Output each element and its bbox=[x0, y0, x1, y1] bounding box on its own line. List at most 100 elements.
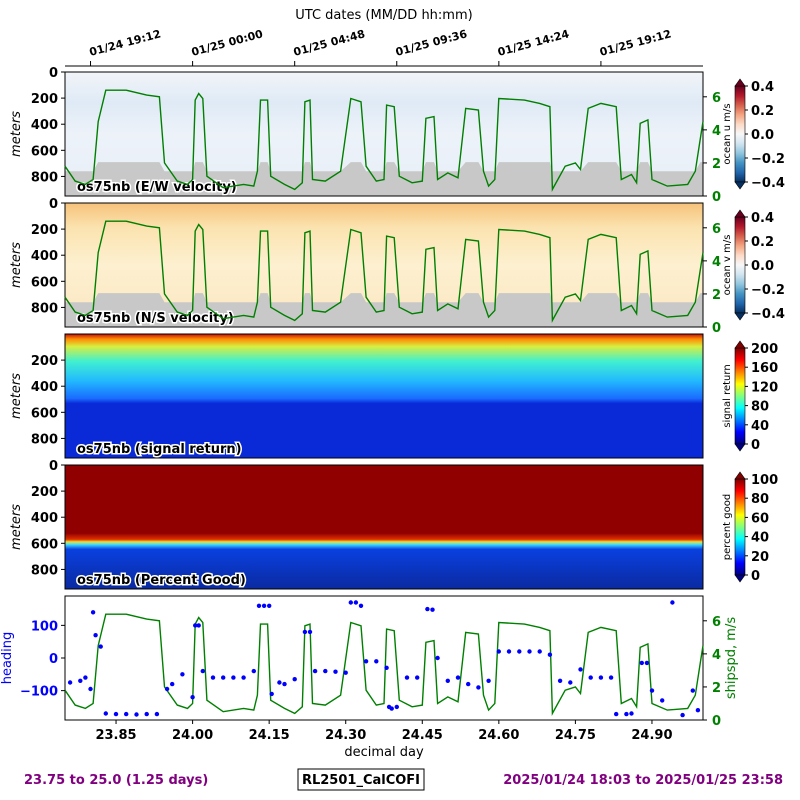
colorbar-tick-label: 100 bbox=[751, 473, 778, 488]
panel-1: 0 200 400 600 800 meters os75nb (E/W velocity)… bbox=[9, 66, 785, 205]
heading-point bbox=[598, 675, 604, 680]
heading-point bbox=[363, 659, 369, 664]
x-tick-label: 24.75 bbox=[555, 728, 596, 743]
y-axis-label: meters bbox=[9, 373, 24, 419]
colorbar-tick-label: 40 bbox=[751, 531, 769, 546]
top-date-axis: 01/24 19:12 01/25 00:00 01/25 04:48 01/25 0… bbox=[65, 27, 703, 67]
colorbar-tick-label: 0 bbox=[751, 569, 760, 584]
y2-axis-label: shipspd, m/s bbox=[724, 617, 739, 699]
heading-point bbox=[83, 675, 88, 680]
colorbar-tick-label: −0.2 bbox=[751, 283, 785, 298]
heading-point bbox=[193, 623, 198, 628]
heading-point bbox=[389, 706, 394, 711]
colorbar-label: signal return bbox=[722, 364, 733, 427]
heading-point bbox=[256, 603, 262, 608]
colorbar-tick-label: −0.4 bbox=[751, 307, 785, 322]
y-tick-label: 400 bbox=[31, 511, 58, 526]
x-axis-label: decimal day bbox=[344, 745, 424, 760]
y-tick-label: 800 bbox=[31, 432, 58, 447]
colorbar-label: ocean v m/s bbox=[722, 235, 733, 296]
heading-point bbox=[517, 649, 522, 654]
panel-title: os75nb (E/W velocity) bbox=[77, 180, 237, 195]
y2-tick-label: 2 bbox=[712, 157, 721, 172]
y-tick-label: 0 bbox=[49, 652, 58, 667]
heading-point bbox=[343, 670, 348, 675]
footer-date-range: 2025/01/24 18:03 to 2025/01/25 23:58 bbox=[503, 773, 783, 788]
y-tick-label: 0 bbox=[49, 459, 58, 474]
heading-point bbox=[277, 680, 282, 685]
heading-point bbox=[466, 681, 471, 687]
heading-point bbox=[302, 629, 308, 635]
shipspd-line bbox=[64, 89, 704, 192]
heading-point bbox=[307, 629, 313, 635]
heatmap-field bbox=[65, 334, 703, 458]
x-tick-label: 24.15 bbox=[249, 728, 290, 743]
colorbar-extend-top bbox=[734, 78, 746, 87]
heading-point bbox=[695, 708, 701, 713]
heading-point bbox=[210, 675, 216, 680]
heading-point bbox=[90, 610, 96, 615]
heading-point bbox=[649, 688, 655, 693]
y-tick-label: 800 bbox=[31, 301, 58, 316]
heading-point bbox=[404, 675, 410, 680]
heading-point bbox=[557, 678, 563, 683]
colorbar-label: ocean u m/s bbox=[722, 103, 733, 164]
y2-tick-label: 2 bbox=[712, 681, 721, 696]
x-tick-label: 24.90 bbox=[631, 728, 672, 743]
colorbar-tick-label: 0.2 bbox=[751, 104, 774, 119]
top-axis-tick-label: 01/25 19:12 bbox=[598, 27, 672, 59]
heading-point bbox=[496, 649, 501, 654]
colorbar-extend-top bbox=[734, 209, 746, 218]
colorbar-tick-label: 0.0 bbox=[751, 259, 774, 274]
y2-tick-label: 4 bbox=[712, 124, 721, 139]
heading-point bbox=[67, 680, 73, 685]
y-tick-label: 0 bbox=[49, 197, 58, 212]
colorbar-tick-label: 0.0 bbox=[751, 128, 774, 143]
y-tick-label: 400 bbox=[31, 249, 58, 264]
heading-point bbox=[333, 669, 338, 674]
y-tick-label: 200 bbox=[31, 485, 58, 500]
heading-point bbox=[292, 677, 297, 682]
top-axis-tick-label: 01/25 00:00 bbox=[190, 27, 265, 59]
panel-title: os75nb (Percent Good) bbox=[77, 573, 246, 588]
colorbar-tick-label: 200 bbox=[751, 342, 778, 357]
heading-point bbox=[547, 652, 553, 657]
heading-point bbox=[445, 678, 450, 683]
heading-point bbox=[394, 704, 399, 710]
colorbar-tick-label: 160 bbox=[751, 361, 778, 376]
panel-title: os75nb (N/S velocity) bbox=[77, 311, 234, 326]
heading-point bbox=[348, 600, 353, 605]
colorbar-label: percent good bbox=[722, 494, 733, 560]
heading-point bbox=[241, 675, 246, 680]
heading-point bbox=[629, 711, 634, 716]
y-tick-label: 200 bbox=[31, 223, 58, 238]
y-axis-label: heading bbox=[0, 632, 15, 685]
x-tick-label: 24.45 bbox=[402, 728, 443, 743]
colorbar-extend-bottom bbox=[734, 443, 746, 452]
colorbar-tick-label: 80 bbox=[751, 400, 769, 415]
heatmap-field bbox=[65, 465, 703, 589]
colorbar-tick-label: 0.2 bbox=[751, 235, 774, 250]
heading-point bbox=[644, 660, 650, 666]
colorbar-tick-label: 40 bbox=[751, 419, 769, 434]
heading-point bbox=[506, 649, 512, 654]
heading-point bbox=[200, 668, 205, 674]
shipspd-line bbox=[64, 220, 704, 323]
y2-tick-label: 2 bbox=[712, 288, 721, 303]
heading-point bbox=[435, 655, 440, 661]
heading-point bbox=[486, 678, 491, 683]
panel-title: os75nb (signal return) bbox=[77, 442, 242, 457]
heading-point bbox=[455, 675, 461, 680]
colorbar-tick-label: 20 bbox=[751, 550, 769, 565]
heading-point bbox=[164, 686, 170, 692]
footer-cruise-name: RL2501_CalCOFI bbox=[302, 773, 420, 788]
heading-point bbox=[323, 668, 328, 674]
heading-point bbox=[144, 711, 149, 717]
colorbar-extend-bottom bbox=[734, 312, 746, 321]
colorbar-extend-bottom bbox=[734, 574, 746, 583]
colorbar bbox=[734, 85, 746, 183]
y-tick-label: 200 bbox=[31, 354, 58, 369]
